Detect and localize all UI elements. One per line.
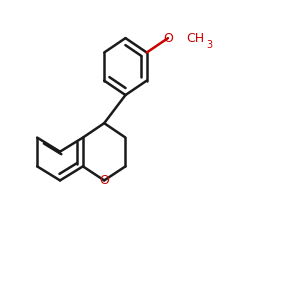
Text: CH: CH [187,32,205,45]
Text: O: O [99,174,109,187]
Text: O: O [163,32,173,45]
Text: 3: 3 [206,40,213,50]
